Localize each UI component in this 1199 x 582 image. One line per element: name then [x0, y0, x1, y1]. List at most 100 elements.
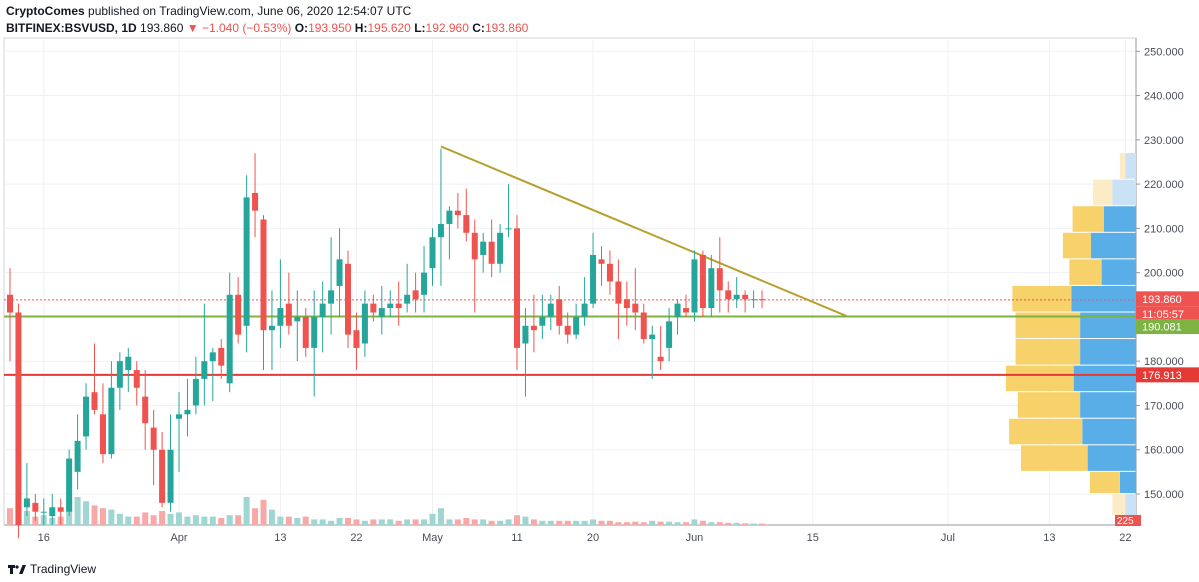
volume-bar — [632, 521, 639, 525]
y-tick-label: 210.000 — [1144, 223, 1184, 235]
candle-body — [666, 321, 673, 348]
candle-body — [294, 316, 301, 322]
volume-profile-up-bar — [1073, 365, 1136, 392]
volume-bar — [150, 515, 157, 525]
candle-body — [404, 294, 411, 304]
volume-profile-up-bar — [1087, 445, 1136, 471]
volume-bar — [361, 520, 368, 525]
y-tick-label: 200.000 — [1144, 268, 1184, 280]
candle-body — [260, 219, 267, 331]
volume-bar — [522, 516, 529, 525]
volume-bar — [640, 522, 647, 525]
candle-body — [159, 449, 166, 503]
candle-body — [463, 215, 470, 233]
candle-body — [235, 294, 242, 335]
volume-bar — [285, 516, 292, 525]
candle-body — [674, 303, 681, 317]
candle-body — [657, 356, 664, 362]
volume-bar — [370, 519, 377, 525]
volume-bar — [505, 519, 512, 525]
volume-bar — [716, 522, 723, 525]
volume-bar — [446, 519, 453, 525]
candle-body — [7, 294, 13, 313]
candle-body — [539, 316, 546, 326]
candle-body — [623, 299, 630, 309]
volume-bar — [759, 523, 766, 525]
volume-bar — [235, 515, 242, 525]
volume-bar — [564, 520, 571, 525]
volume-bar — [598, 520, 605, 525]
candle-body — [74, 440, 81, 472]
open-value: 193.950 — [308, 21, 352, 35]
candle-body — [640, 312, 647, 340]
volume-bar — [336, 518, 343, 525]
volume-profile-down-bar — [1093, 179, 1113, 206]
volume-bar — [547, 520, 554, 525]
candle-body — [454, 210, 461, 216]
candle-body — [218, 347, 225, 366]
candle-body — [759, 299, 766, 301]
candle-body — [547, 303, 554, 317]
volume-bar — [319, 519, 326, 525]
volume-bar — [201, 516, 208, 525]
candle-body — [49, 507, 56, 517]
y-tick-label: 250.000 — [1144, 46, 1184, 58]
volume-bar — [387, 519, 394, 525]
candle-body — [226, 294, 233, 384]
candle-body — [446, 210, 453, 224]
volume-bar — [666, 521, 673, 525]
candle-body — [387, 303, 394, 309]
candle-body — [564, 325, 571, 335]
volume-bar — [733, 522, 740, 525]
candle-body — [649, 334, 656, 340]
volume-profile-down-bar — [1069, 259, 1102, 285]
volume-bar — [649, 520, 656, 525]
candle-body — [243, 197, 250, 326]
volume-bar — [252, 508, 259, 525]
symbol-label[interactable]: BITFINEX:BSVUSD, 1D — [6, 21, 137, 35]
candle-body — [125, 356, 132, 371]
y-tick-label: 180.000 — [1144, 356, 1184, 368]
candle-countdown-label: 11:05:57 — [1142, 309, 1184, 321]
volume-bar — [657, 521, 664, 525]
candle-body — [437, 223, 444, 238]
volume-bar — [294, 518, 301, 525]
volume-bar — [742, 523, 749, 525]
candle-body — [345, 263, 351, 335]
candle-body — [632, 303, 639, 313]
volume-bar — [463, 518, 470, 525]
volume-bar — [176, 512, 182, 525]
volume-bar — [708, 522, 715, 525]
candle-body — [598, 259, 605, 264]
x-tick-label: 13 — [274, 532, 286, 544]
volume-bar — [91, 505, 98, 525]
volume-bar — [480, 519, 487, 525]
candle-body — [615, 281, 622, 304]
candle-body — [15, 312, 22, 525]
volume-profile-up-bar — [1119, 471, 1136, 494]
y-tick-label: 160.000 — [1144, 445, 1184, 457]
candle-body — [395, 303, 402, 309]
volume-bar — [159, 511, 166, 525]
candle-body — [488, 241, 495, 264]
volume-bar — [23, 511, 30, 525]
volume-bar — [530, 519, 537, 525]
candle-body — [421, 272, 428, 295]
candle-body — [57, 507, 64, 512]
volume-profile-down-bar — [1017, 392, 1081, 418]
footer-brand[interactable]: TradingView — [30, 562, 97, 576]
volume-bar — [623, 522, 630, 525]
volume-profile-up-bar — [1082, 418, 1136, 445]
last-price: 193.860 — [140, 21, 184, 35]
candle-body — [66, 458, 73, 512]
volume-profile-down-bar — [1009, 418, 1083, 445]
candle-body — [167, 449, 174, 503]
y-tick-label: 220.000 — [1144, 179, 1184, 191]
candle-body — [108, 387, 115, 455]
volume-profile-up-bar — [1103, 206, 1136, 232]
candle-body — [412, 290, 419, 300]
volume-axis-label: 225 — [1117, 516, 1134, 527]
author-name[interactable]: CryptoComes — [6, 4, 85, 18]
candle-body — [353, 330, 360, 348]
